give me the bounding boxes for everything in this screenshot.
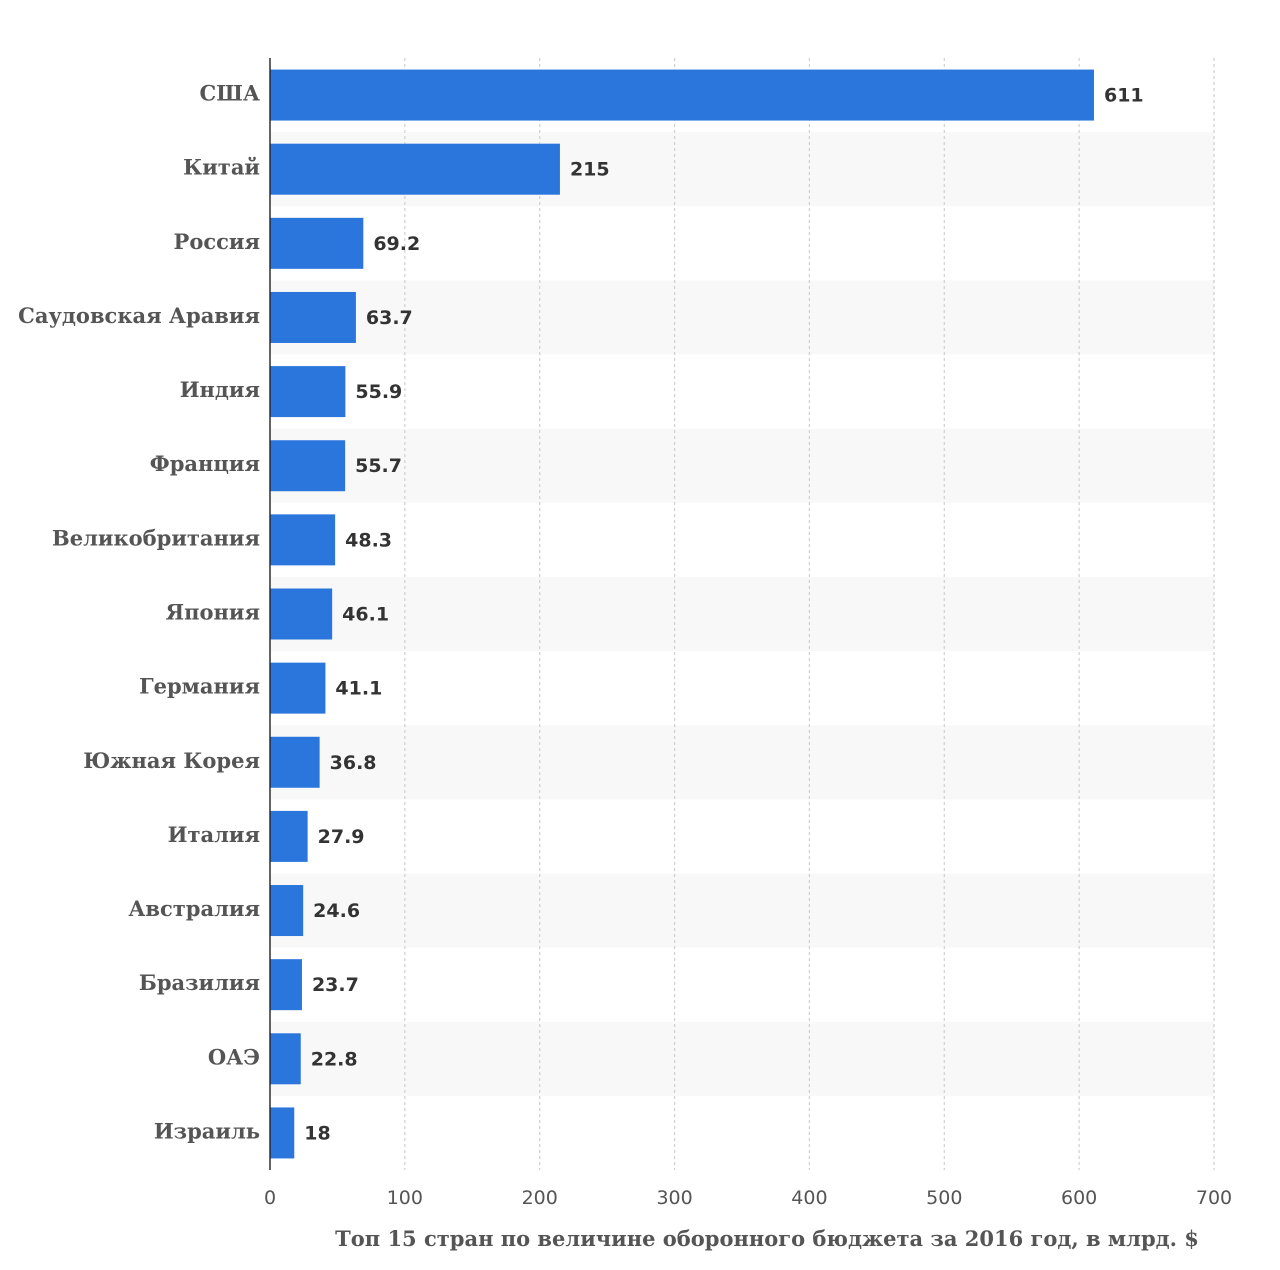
bar — [270, 810, 308, 862]
x-tick-label: 100 — [387, 1187, 423, 1209]
category-label: Бразилия — [139, 970, 260, 995]
category-labels: США Китай Россия Саудовская Аравия Индия Фран… — [18, 81, 260, 1144]
value-label: 41.1 — [335, 678, 382, 700]
x-tick-label: 700 — [1196, 1187, 1232, 1209]
category-label: Великобритания — [52, 525, 260, 550]
category-label: Израиль — [154, 1118, 260, 1143]
bar — [270, 1033, 301, 1085]
x-tick-label: 200 — [522, 1187, 558, 1209]
x-axis-title: Топ 15 стран по величине оборонного бюдж… — [335, 1226, 1199, 1251]
value-label: 55.9 — [355, 381, 402, 403]
category-label: Австралия — [128, 896, 260, 921]
bar — [270, 514, 336, 566]
bar — [270, 885, 304, 937]
bar — [270, 291, 356, 343]
x-tick-label: 600 — [1061, 1187, 1097, 1209]
value-label: 18 — [304, 1122, 330, 1144]
category-label: Россия — [174, 229, 260, 254]
value-label: 63.7 — [366, 307, 413, 329]
row-band — [270, 873, 1214, 948]
category-label: Франция — [150, 451, 260, 476]
row-band — [270, 1021, 1214, 1096]
category-label: Саудовская Аравия — [18, 303, 260, 328]
value-label: 215 — [570, 159, 610, 181]
category-label: Индия — [180, 377, 260, 402]
row-band — [270, 280, 1214, 355]
row-bands — [270, 132, 1214, 1096]
value-label: 69.2 — [373, 233, 420, 255]
value-label: 611 — [1104, 85, 1144, 107]
x-tick-label: 400 — [791, 1187, 827, 1209]
bar — [270, 143, 560, 195]
value-label: 23.7 — [312, 974, 359, 996]
bar — [270, 69, 1094, 121]
value-label: 48.3 — [345, 529, 392, 551]
value-label: 55.7 — [355, 455, 402, 477]
category-label: Китай — [183, 155, 260, 180]
x-tick-label: 500 — [926, 1187, 962, 1209]
gridlines — [404, 58, 1215, 1170]
value-labels: 611 215 69.2 63.7 55.9 55.7 48.3 46.1 41.1 36.8 27… — [304, 85, 1143, 1145]
category-label: Германия — [139, 674, 260, 699]
category-label: Италия — [168, 822, 260, 847]
bar — [270, 736, 320, 788]
bar — [270, 440, 346, 492]
category-label: США — [200, 81, 260, 106]
row-band — [270, 428, 1214, 503]
value-label: 27.9 — [318, 826, 365, 848]
category-label: Южная Корея — [83, 748, 260, 773]
x-tick-label: 0 — [264, 1187, 276, 1209]
bar — [270, 959, 302, 1011]
value-label: 46.1 — [342, 604, 389, 626]
category-label: ОАЭ — [208, 1044, 260, 1069]
value-label: 22.8 — [311, 1048, 358, 1070]
x-tick-label: 300 — [656, 1187, 692, 1209]
bar — [270, 366, 346, 418]
bar — [270, 588, 333, 640]
bar — [270, 217, 364, 269]
row-band — [270, 576, 1214, 652]
row-band — [270, 725, 1214, 800]
value-label: 36.8 — [330, 752, 377, 774]
category-label: Япония — [166, 600, 260, 625]
bar — [270, 662, 326, 714]
x-tick-labels: 0 100 200 300 400 500 600 700 — [264, 1187, 1232, 1209]
bar — [270, 1107, 295, 1159]
value-label: 24.6 — [313, 900, 360, 922]
bars — [270, 69, 1094, 1159]
